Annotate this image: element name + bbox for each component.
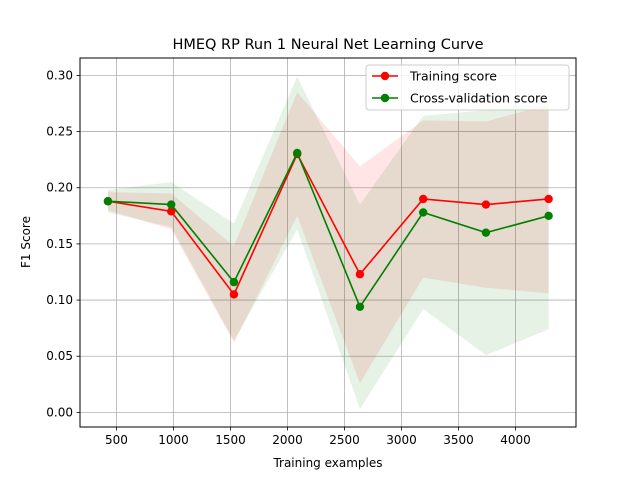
- x-tick-label: 4000: [500, 433, 531, 447]
- chart-title: HMEQ RP Run 1 Neural Net Learning Curve: [172, 37, 483, 53]
- data-point: [103, 197, 113, 206]
- data-point: [167, 200, 176, 209]
- legend-label-1: Cross-validation score: [410, 91, 548, 106]
- series-lines: [103, 148, 553, 312]
- data-point: [229, 290, 239, 299]
- data-point: [229, 277, 239, 287]
- data-point: [167, 207, 176, 216]
- confidence-bands: [107, 76, 549, 410]
- data-point: [293, 148, 302, 158]
- data-point: [355, 302, 365, 312]
- y-tick-label: 0.20: [46, 181, 73, 195]
- data-point: [481, 228, 491, 237]
- x-axis-label: Training examples: [272, 456, 382, 470]
- axis-ticks: 500 1000 1500 2000 2500 3000 3500 4000 0.00 0.05 0…: [46, 68, 531, 447]
- y-tick-label: 0.15: [46, 237, 73, 251]
- legend-marker-0: [380, 71, 390, 81]
- x-tick-label: 1000: [158, 433, 189, 447]
- confidence-band-0: [107, 92, 549, 384]
- plot-frame: [79, 57, 577, 428]
- series-line-1: [107, 150, 549, 309]
- grid: [80, 58, 576, 427]
- data-point: [419, 194, 428, 204]
- data-point: [419, 208, 428, 217]
- data-point: [355, 270, 365, 279]
- data-point: [544, 211, 553, 221]
- x-tick-label: 3500: [443, 433, 474, 447]
- x-tick-label: 2000: [272, 433, 303, 447]
- x-tick-label: 1500: [215, 433, 246, 447]
- legend-marker-1: [380, 93, 390, 103]
- y-tick-label: 0.25: [46, 125, 73, 139]
- x-tick-label: 2500: [329, 433, 360, 447]
- legend-label-0: Training score: [409, 69, 497, 84]
- legend-box: [365, 64, 570, 111]
- series-line-0: [107, 152, 549, 297]
- y-tick-label: 0.00: [46, 405, 73, 419]
- data-point: [544, 194, 553, 204]
- y-tick-label: 0.10: [46, 293, 73, 307]
- y-tick-label: 0.30: [46, 68, 73, 82]
- confidence-band-1: [107, 76, 549, 410]
- data-point: [481, 200, 491, 209]
- legend: Training score Cross-validation score: [365, 64, 570, 111]
- x-tick-label: 500: [105, 433, 128, 447]
- x-tick-label: 3000: [386, 433, 417, 447]
- y-axis-label: F1 Score: [19, 216, 33, 268]
- y-tick-label: 0.05: [46, 349, 73, 363]
